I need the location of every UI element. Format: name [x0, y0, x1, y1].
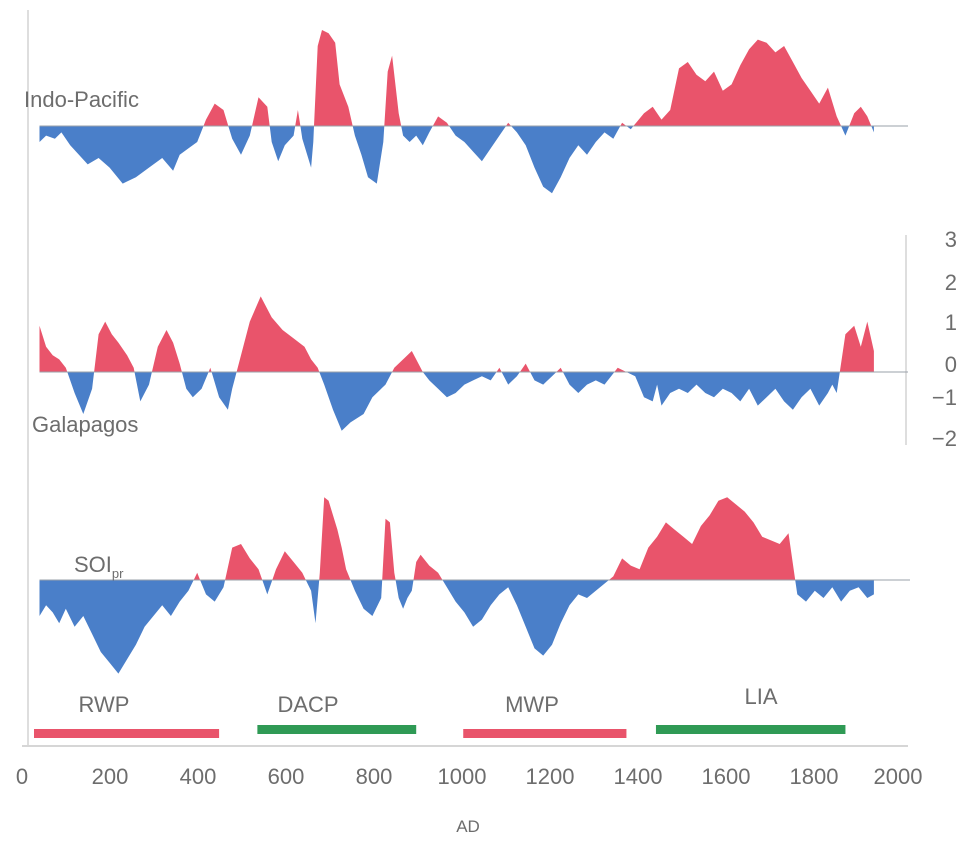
- panel-galapagos: Galapagos: [32, 296, 908, 437]
- period-bars: RWP DACP MWP LIA: [34, 684, 846, 738]
- period-bar-mwp: [463, 729, 627, 738]
- x-tick-label: 1600: [702, 764, 751, 789]
- y-tick-label: −2: [932, 426, 957, 451]
- x-tick-label: 1000: [438, 764, 487, 789]
- period-label-rwp: RWP: [79, 692, 130, 717]
- galapagos-negative-area: [39, 372, 874, 431]
- indo-pacific-label: Indo-Pacific: [24, 87, 139, 112]
- x-tick-label: 400: [180, 764, 217, 789]
- soi-positive-area: [39, 497, 874, 580]
- galapagos-area: [39, 296, 874, 431]
- period-bar-dacp: [257, 725, 417, 734]
- soi-label: SOIpr: [74, 552, 124, 581]
- indo-pacific-positive-area: [39, 30, 874, 126]
- y-tick-label: 2: [945, 270, 957, 295]
- y-tick-label: 3: [945, 227, 957, 252]
- x-axis-title: AD: [456, 817, 480, 836]
- galapagos-positive-area: [39, 296, 874, 372]
- period-label-mwp: MWP: [505, 692, 559, 717]
- x-tick-label: 600: [268, 764, 305, 789]
- panel-soi: SOIpr: [39, 497, 910, 674]
- indo-pacific-area: [39, 30, 874, 194]
- period-label-dacp: DACP: [277, 692, 338, 717]
- x-tick-label: 1800: [790, 764, 839, 789]
- period-bar-rwp: [34, 729, 220, 738]
- x-tick-label: 0: [16, 764, 28, 789]
- period-bar-lia: [655, 725, 846, 734]
- x-tick-label: 1200: [526, 764, 575, 789]
- x-tick-label: 1400: [614, 764, 663, 789]
- x-tick-label: 2000: [874, 764, 923, 789]
- soi-negative-area: [39, 580, 874, 674]
- period-label-lia: LIA: [744, 684, 777, 709]
- y-tick-label: 1: [945, 310, 957, 335]
- panel-indo-pacific: Indo-Pacific: [24, 30, 908, 194]
- y-tick-label: 0: [945, 352, 957, 377]
- x-tick-label: 200: [92, 764, 129, 789]
- soi-label-subscript: pr: [112, 566, 124, 581]
- galapagos-label: Galapagos: [32, 412, 138, 437]
- y-tick-labels: 3 2 1 0 −1 −2: [932, 227, 957, 451]
- y-tick-label: −1: [932, 385, 957, 410]
- x-tick-label: 800: [356, 764, 393, 789]
- soi-label-main: SOI: [74, 552, 112, 577]
- indo-pacific-negative-area: [39, 126, 874, 194]
- x-tick-labels: 0 200 400 600 800 1000 1200 1400 1600 18…: [16, 764, 923, 789]
- soi-area: [39, 497, 874, 674]
